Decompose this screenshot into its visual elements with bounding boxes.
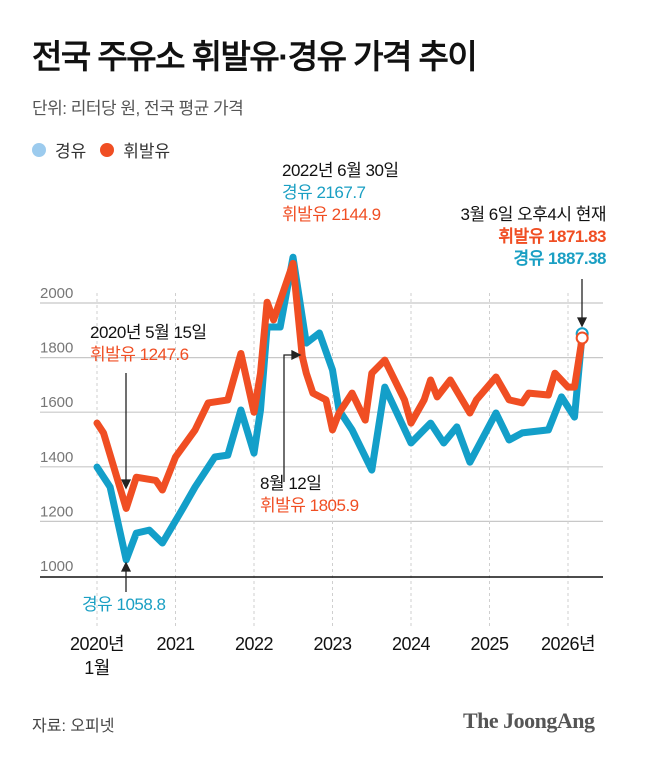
- annotation-aug: 8월 12일 휘발유 1805.9: [260, 473, 359, 517]
- annotation-now-diesel: 경유 1887.38: [513, 249, 607, 268]
- annotation-now: 3월 6일 오후4시 현재 휘발유 1871.83 경유 1887.38: [460, 204, 606, 270]
- legend: 경유 휘발유: [32, 137, 170, 162]
- x-tick-label: 2024: [392, 634, 431, 654]
- y-tick-label: 1400: [40, 449, 73, 466]
- arrowhead: [120, 561, 132, 572]
- x-tick-label: 2025: [470, 634, 509, 654]
- x-tick-label: 2021: [156, 634, 195, 654]
- publisher-logo: The JoongAng: [463, 708, 595, 733]
- diesel-line: [93, 253, 586, 564]
- y-tick-label: 1800: [40, 340, 73, 357]
- annotation-low-diesel: 경유 1058.8: [82, 595, 166, 614]
- chart-title: 전국 주유소 휘발유·경유 가격 추이: [32, 38, 478, 75]
- gasoline-end-marker: [575, 331, 589, 345]
- arrowhead: [120, 479, 132, 490]
- legend-diesel-label: 경유: [55, 142, 87, 161]
- x-tick-label: 2020년: [70, 634, 124, 654]
- arrowhead: [291, 349, 302, 361]
- annotation-peak-diesel: 경유 2167.7: [282, 183, 366, 202]
- annotation-now-date: 3월 6일 오후4시 현재: [460, 205, 606, 224]
- annotation-aug-date: 8월 12일: [260, 474, 322, 493]
- annotation-peak-date: 2022년 6월 30일: [282, 161, 399, 180]
- annotation-peak: 2022년 6월 30일 경유 2167.7 휘발유 2144.9: [282, 160, 399, 226]
- annotation-now-gasoline: 휘발유 1871.83: [498, 227, 606, 246]
- gasoline-line: [93, 259, 586, 512]
- x-tick-label: 2023: [313, 634, 352, 654]
- annotation-low-date: 2020년 5월 15일: [90, 323, 207, 342]
- chart-subtitle: 단위: 리터당 원, 전국 평균 가격: [32, 99, 244, 118]
- annotation-aug-gasoline: 휘발유 1805.9: [260, 496, 359, 515]
- annotation-low: 2020년 5월 15일 휘발유 1247.6: [90, 322, 207, 366]
- y-tick-label: 1200: [40, 503, 73, 520]
- arrowhead: [576, 317, 588, 328]
- y-tick-label: 1000: [40, 558, 73, 575]
- y-tick-label: 1600: [40, 394, 73, 411]
- x-tick-label: 2022: [235, 634, 274, 654]
- legend-gasoline-label: 휘발유: [123, 142, 171, 161]
- source-note: 자료: 오피넷: [32, 718, 115, 735]
- annotation-peak-gasoline: 휘발유 2144.9: [282, 205, 381, 224]
- legend-diesel-swatch: [32, 142, 46, 157]
- x-tick-label: 2026년: [541, 634, 595, 654]
- legend-gasoline-swatch: [100, 142, 115, 157]
- annotation-low-gasoline: 휘발유 1247.6: [90, 345, 189, 364]
- y-tick-label: 2000: [40, 285, 73, 302]
- annotation-arrow-aug: [283, 354, 296, 482]
- x-tick-sublabel: 1월: [84, 658, 110, 678]
